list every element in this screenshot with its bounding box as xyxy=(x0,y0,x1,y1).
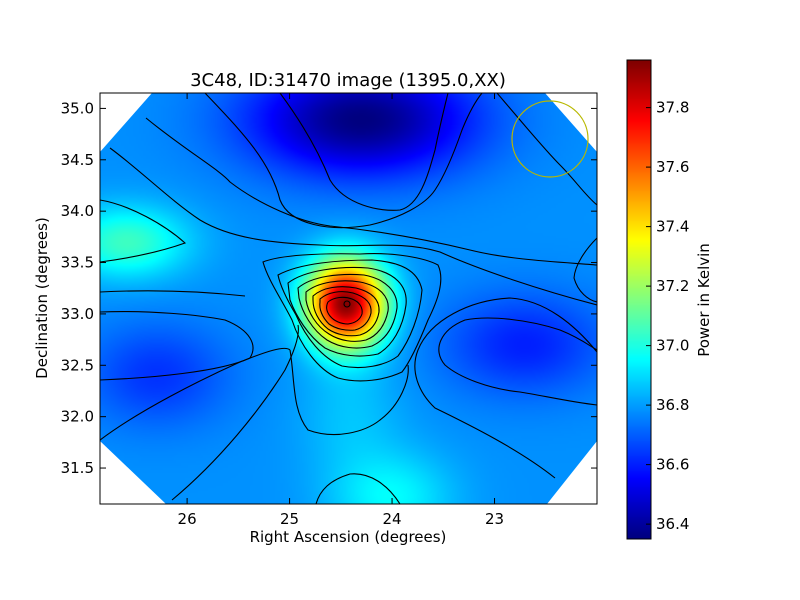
y-tick-label: 34.5 xyxy=(61,151,94,169)
chart-title: 3C48, ID:31470 image (1395.0,XX) xyxy=(190,70,506,91)
x-tick-label: 23 xyxy=(485,510,504,528)
contour-line xyxy=(319,291,372,331)
contour-line xyxy=(496,93,597,206)
y-tick-label: 31.5 xyxy=(61,459,94,477)
contour-line xyxy=(297,273,398,349)
contour-line xyxy=(315,473,401,504)
y-tick-label: 33.0 xyxy=(61,305,94,323)
colorbar-ticks: 36.4 36.6 36.8 37.0 37.2 37.4 37.6 37.8 xyxy=(646,99,689,533)
colorbar-tick-label: 37.0 xyxy=(656,337,689,355)
contour-line xyxy=(414,297,597,479)
beam-marker xyxy=(511,100,589,178)
colorbar: 36.4 36.6 36.8 37.0 37.2 37.4 37.6 37.8 Power i… xyxy=(626,59,713,540)
plot-frame xyxy=(99,92,598,505)
contour-line xyxy=(573,237,597,303)
y-tick-label: 32.0 xyxy=(61,408,94,426)
colorbar-gradient xyxy=(627,60,651,539)
x-axis: 26 25 24 23 xyxy=(178,93,504,528)
contour-line xyxy=(145,117,597,266)
y-tick-label: 34.0 xyxy=(61,202,94,220)
x-axis-label: Right Ascension (degrees) xyxy=(250,528,447,546)
contour-line xyxy=(109,147,597,306)
y-tick-label: 35.0 xyxy=(61,99,94,117)
contour-line xyxy=(305,280,389,342)
contour-line xyxy=(204,93,483,229)
peak-contour xyxy=(343,300,351,308)
y-axis: 31.5 32.0 32.5 33.0 33.5 34.0 34.5 35.0 xyxy=(61,99,597,477)
colorbar-label: Power in Kelvin xyxy=(695,243,713,357)
colorbar-tick-label: 36.8 xyxy=(656,396,689,414)
contour-line xyxy=(287,266,407,357)
contour-line xyxy=(100,347,291,441)
colorbar-tick-label: 37.2 xyxy=(656,277,689,295)
colorbar-tick-label: 37.8 xyxy=(656,99,689,117)
contour-line xyxy=(171,324,299,501)
contour-line xyxy=(100,290,246,297)
contour-lines xyxy=(100,93,597,504)
contour-line xyxy=(277,259,423,369)
contour-line xyxy=(326,296,363,325)
y-tick-label: 33.5 xyxy=(61,254,94,272)
y-axis-label: Declination (degrees) xyxy=(33,217,51,379)
contour-line xyxy=(100,199,187,263)
x-tick-label: 24 xyxy=(383,510,402,528)
colorbar-tick-label: 36.4 xyxy=(656,515,689,533)
y-tick-label: 32.5 xyxy=(61,356,94,374)
colorbar-tick-label: 37.4 xyxy=(656,218,689,236)
colorbar-frame xyxy=(626,59,652,540)
contour-line xyxy=(279,93,449,211)
x-tick-label: 26 xyxy=(178,510,197,528)
contour-line xyxy=(438,317,597,406)
contour-line xyxy=(312,286,380,337)
contour-line xyxy=(262,253,442,382)
colorbar-tick-label: 37.6 xyxy=(656,158,689,176)
contour-line xyxy=(100,311,254,381)
x-tick-label: 25 xyxy=(280,510,299,528)
colorbar-tick-label: 36.6 xyxy=(656,456,689,474)
contour-line xyxy=(289,349,409,436)
